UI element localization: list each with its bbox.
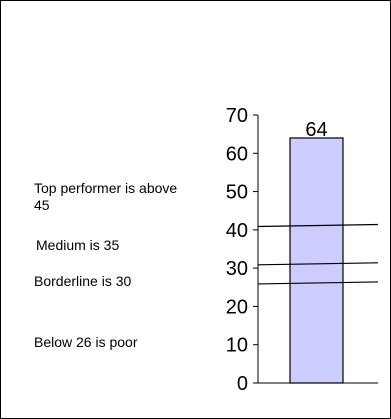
y-tick-label: 10 [226,335,248,357]
y-tick-label: 20 [226,296,248,318]
y-tick-label: 30 [226,258,248,280]
reference-line [257,281,379,285]
y-tick-label: 40 [226,220,248,242]
annotation-medium: Medium is 35 [36,237,120,253]
plot-area: 0 10 20 30 40 50 60 70 64 [226,105,379,395]
y-tick-label: 70 [226,105,248,127]
y-tick-label: 0 [237,373,248,395]
y-tick-label: 60 [226,143,248,165]
annotation-top-performer: Top performer is above 45 [34,180,178,213]
annotation-poor: Below 26 is poor [34,334,138,350]
y-tick-label: 50 [226,182,248,204]
bar [289,137,344,384]
data-label: 64 [305,119,327,141]
annotation-borderline: Borderline is 30 [34,273,132,289]
reference-line [257,223,379,228]
reference-line [257,262,379,266]
